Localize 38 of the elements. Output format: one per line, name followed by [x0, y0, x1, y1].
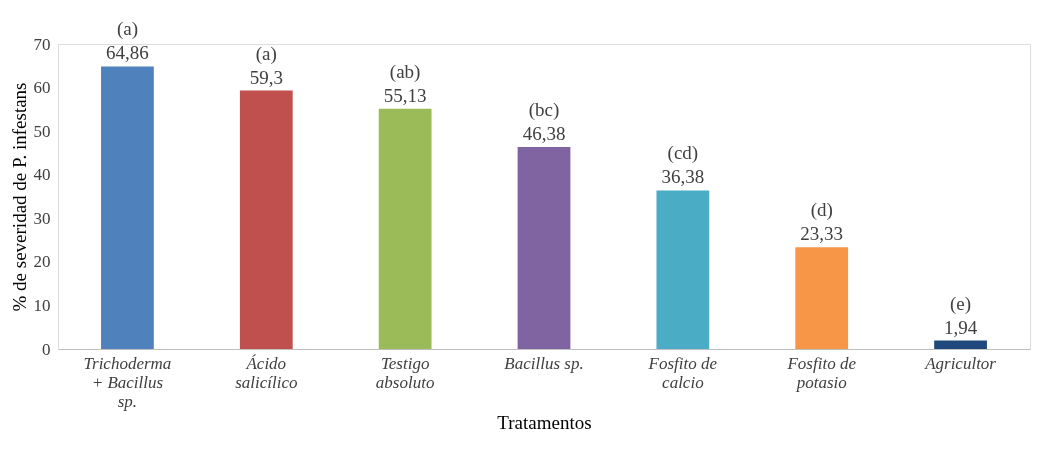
data-label: 46,38	[522, 122, 566, 144]
y-tick-label: 0	[42, 339, 51, 359]
annotation: (a)	[255, 42, 277, 65]
bar	[378, 108, 432, 349]
bar	[101, 66, 154, 349]
bar	[239, 90, 293, 349]
annotation: (ab)	[389, 60, 421, 83]
data-label: 1,94	[943, 316, 978, 338]
data-label: 59,3	[249, 66, 283, 88]
bar	[656, 190, 710, 349]
x-tick-label: Fosfito de potasio	[786, 353, 857, 392]
annotation: (e)	[950, 292, 972, 315]
x-tick-label: Trichoderma + Bacillus sp.	[83, 353, 172, 411]
bar	[934, 340, 987, 349]
y-tick-label: 20	[33, 252, 51, 272]
bar	[795, 247, 849, 349]
annotation: (cd)	[667, 142, 699, 165]
y-tick-label: 30	[33, 208, 51, 228]
y-tick-label: 60	[33, 78, 51, 98]
annotation: (a)	[116, 18, 138, 41]
x-tick-label: Fosfito de calcio	[647, 353, 718, 392]
y-tick-label: 40	[33, 165, 51, 185]
x-tick-label: Ácido salicílico	[235, 353, 298, 392]
y-tick-label: 70	[33, 34, 51, 54]
annotation: (d)	[810, 199, 833, 222]
y-tick-label: 10	[33, 295, 51, 315]
data-label: 36,38	[661, 166, 705, 188]
data-label: 55,13	[383, 84, 427, 106]
x-tick-label: Agricultor	[924, 353, 997, 373]
annotation: (bc)	[528, 98, 560, 121]
bar	[517, 146, 571, 349]
x-axis-title: Tratamentos	[497, 411, 592, 433]
x-tick-label: Testigo absoluto	[375, 353, 435, 392]
data-label: 64,86	[106, 42, 149, 64]
data-label: 23,33	[800, 223, 844, 245]
y-tick-label: 50	[33, 121, 51, 141]
y-axis-title: % de severidad de P. infestans	[8, 82, 30, 312]
x-tick-label: Bacillus sp.	[504, 353, 584, 373]
